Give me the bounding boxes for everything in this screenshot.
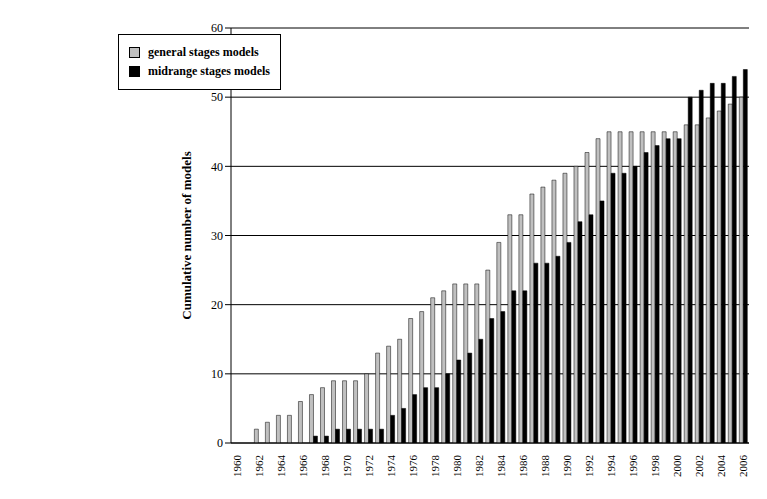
svg-text:2004: 2004 [715,455,727,478]
svg-text:1972: 1972 [363,455,375,477]
svg-text:1992: 1992 [583,455,595,477]
svg-text:1968: 1968 [319,455,331,478]
svg-text:1982: 1982 [473,455,485,477]
svg-text:1980: 1980 [451,455,463,478]
svg-text:1994: 1994 [605,455,617,478]
svg-text:0: 0 [217,436,223,450]
svg-text:1976: 1976 [407,455,419,478]
svg-text:1978: 1978 [429,455,441,478]
svg-text:2000: 2000 [671,455,683,478]
svg-text:60: 60 [211,21,223,35]
svg-text:40: 40 [211,160,223,174]
svg-text:20: 20 [211,298,223,312]
svg-text:1988: 1988 [539,455,551,478]
svg-text:1986: 1986 [517,455,529,478]
html-text:midrange stages models: midrange stages models [148,64,270,78]
svg-text:1960: 1960 [231,455,243,478]
svg-text:1962: 1962 [253,455,265,477]
svg-text:1996: 1996 [627,455,639,478]
svg-text:Cumulative number of models: Cumulative number of models [179,151,194,319]
svg-text:1990: 1990 [561,455,573,478]
svg-text:50: 50 [211,90,223,104]
html-text:general stages models: general stages models [148,45,259,59]
svg-text:1998: 1998 [649,455,661,478]
svg-text:1966: 1966 [297,455,309,478]
svg-text:30: 30 [211,229,223,243]
svg-text:1974: 1974 [385,455,397,478]
svg-text:1964: 1964 [275,455,287,478]
svg-text:2002: 2002 [693,455,705,477]
svg-text:1970: 1970 [341,455,353,478]
svg-text:10: 10 [211,367,223,381]
svg-text:2006: 2006 [737,455,749,478]
svg-text:1984: 1984 [495,454,507,477]
